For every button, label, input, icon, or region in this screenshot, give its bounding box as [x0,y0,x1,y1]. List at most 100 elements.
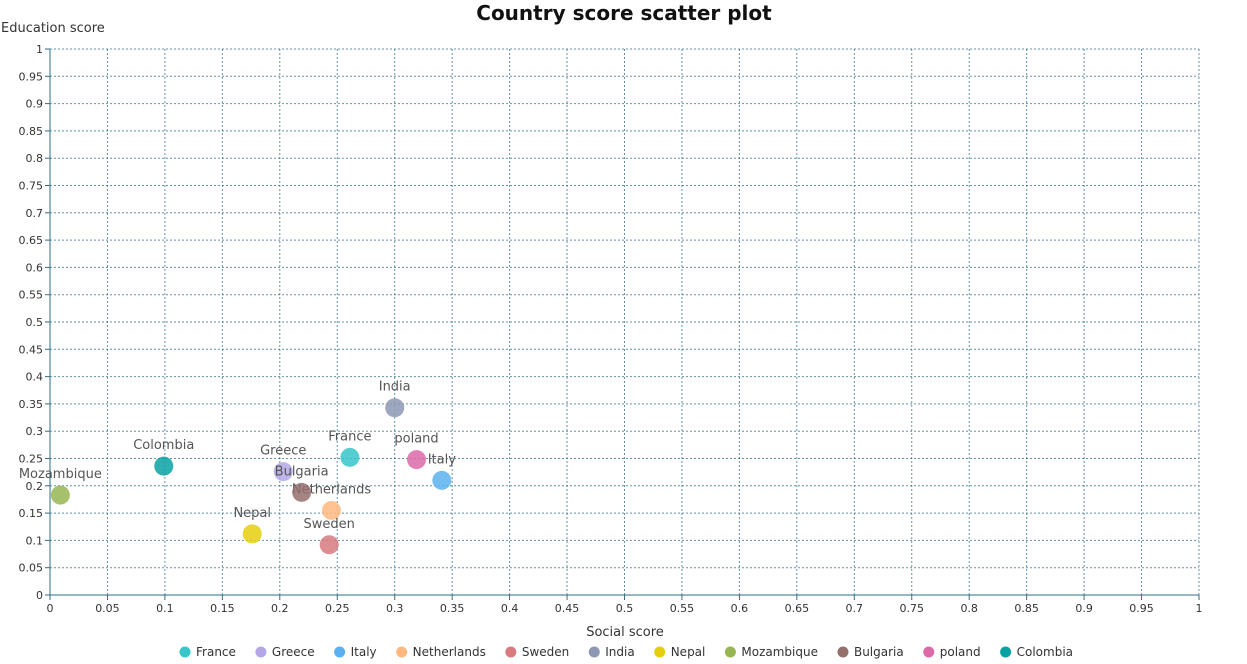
x-axis-label: Social score [586,625,664,640]
x-tick-label: 0.1 [156,602,174,615]
x-tick-label: 0.8 [960,602,978,615]
x-tick-label: 0.75 [900,602,925,615]
x-tick-label: 1 [1196,602,1203,615]
legend-item[interactable]: France [179,645,236,659]
y-tick-label: 0.65 [19,234,44,247]
y-tick-label: 0.45 [19,343,44,356]
data-point[interactable] [340,447,360,467]
legend-label: poland [940,645,981,659]
y-tick-label: 0.15 [19,507,44,520]
x-tick-label: 0.3 [386,602,404,615]
data-point-label: poland [394,432,438,447]
y-tick-label: 0.1 [26,534,44,547]
data-point[interactable] [322,500,342,520]
y-tick-label: 0.2 [26,480,44,493]
y-tick-label: 0.4 [26,371,44,384]
data-point[interactable] [50,485,70,505]
data-point-label: Sweden [304,517,355,532]
legend-label: France [196,645,236,659]
legend-marker [588,646,600,658]
data-point[interactable] [273,462,293,482]
y-axis-label: Education score [1,21,105,36]
legend-item[interactable]: Italy [334,645,377,659]
x-tick-label: 0.45 [555,602,580,615]
data-point-label: Nepal [233,506,271,521]
data-point[interactable] [407,450,427,470]
legend-item[interactable]: Sweden [505,645,569,659]
y-tick-label: 0.95 [19,70,44,83]
x-tick-label: 0.5 [616,602,634,615]
x-tick-label: 0 [47,602,54,615]
data-point-label: Mozambique [19,467,102,482]
x-tick-label: 0.2 [271,602,289,615]
y-tick-label: 0.85 [19,125,44,138]
data-point-label: India [379,380,411,395]
grid [50,48,1200,595]
x-tick-label: 0.55 [670,602,695,615]
data-point[interactable] [385,398,405,418]
legend-marker [505,646,517,658]
legend-label: Bulgaria [854,645,904,659]
legend-marker [654,646,666,658]
legend-label: Mozambique [741,645,818,659]
legend-marker [724,646,736,658]
y-tick-label: 0.35 [19,398,44,411]
y-tick-label: 0.3 [26,425,44,438]
legend-marker [396,646,408,658]
y-tick-label: 0.7 [26,207,44,220]
x-tick-label: 0.7 [846,602,864,615]
legend-label: Colombia [1017,645,1073,659]
data-point-label: France [328,429,371,444]
data-point-label: Netherlands [292,482,371,497]
legend-marker [923,646,935,658]
legend-marker [837,646,849,658]
legend-item[interactable]: poland [923,645,981,659]
data-point-label: Bulgaria [275,464,329,479]
legend-label: Greece [272,645,315,659]
x-tick-label: 0.65 [785,602,810,615]
data-point[interactable] [154,456,174,476]
legend: France Greece Italy Netherlands Sweden India N… [179,645,1073,659]
legend-marker [1000,646,1012,658]
y-tick-label: 0.6 [26,261,44,274]
x-tick-label: 0.05 [95,602,120,615]
x-tick-label: 0.15 [210,602,235,615]
legend-marker [334,646,346,658]
data-point-label: Greece [260,444,306,459]
data-points: France Greece Italy Netherlands Sweden India N… [19,380,456,555]
y-tick-label: 1 [36,43,43,56]
legend-item[interactable]: Colombia [1000,645,1073,659]
legend-item[interactable]: Mozambique [724,645,818,659]
y-tick-label: 0.55 [19,289,44,302]
legend-label: Italy [351,645,377,659]
x-tick-label: 0.25 [325,602,350,615]
legend-item[interactable]: India [588,645,635,659]
legend-marker [179,646,191,658]
y-tick-label: 0.5 [26,316,44,329]
y-tick-label: 0.25 [19,453,44,466]
legend-item[interactable]: Netherlands [396,645,486,659]
data-point[interactable] [292,482,312,502]
legend-item[interactable]: Greece [255,645,315,659]
x-tick-label: 0.6 [731,602,749,615]
y-tick-label: 0.9 [26,98,44,111]
legend-item[interactable]: Nepal [654,645,705,659]
axes: 0 0.05 0.1 0.15 0.2 0.25 0.3 0.35 0.4 0.45 0.5 0.55… [19,43,1203,615]
data-point[interactable] [319,535,339,555]
legend-item[interactable]: Bulgaria [837,645,904,659]
data-point-label: Colombia [133,438,194,453]
x-tick-label: 0.95 [1129,602,1154,615]
legend-label: India [605,645,634,659]
x-tick-label: 0.9 [1075,602,1093,615]
y-tick-label: 0.75 [19,180,44,193]
legend-label: Sweden [522,645,569,659]
x-tick-label: 0.4 [501,602,519,615]
y-tick-label: 0.05 [19,562,44,575]
y-tick-label: 0 [36,589,43,602]
data-point[interactable] [432,470,452,490]
x-tick-label: 0.35 [440,602,465,615]
data-point[interactable] [242,524,262,544]
legend-label: Nepal [671,645,706,659]
